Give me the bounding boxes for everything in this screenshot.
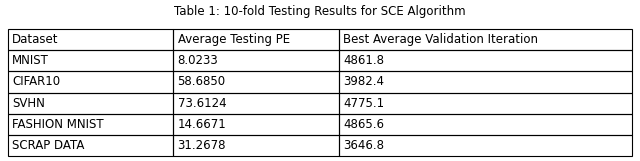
Text: 73.6124: 73.6124 [177,97,226,110]
Text: 58.6850: 58.6850 [177,76,226,89]
Text: 3982.4: 3982.4 [343,76,384,89]
Text: 4865.6: 4865.6 [343,118,384,131]
Text: Average Testing PE: Average Testing PE [177,33,290,46]
Text: SVHN: SVHN [12,97,45,110]
Text: MNIST: MNIST [12,54,49,67]
Text: 8.0233: 8.0233 [177,54,218,67]
Text: 3646.8: 3646.8 [343,139,384,152]
Text: Table 1: 10-fold Testing Results for SCE Algorithm: Table 1: 10-fold Testing Results for SCE… [174,5,466,18]
Text: FASHION MNIST: FASHION MNIST [12,118,104,131]
Text: Best Average Validation Iteration: Best Average Validation Iteration [343,33,538,46]
Text: SCRAP DATA: SCRAP DATA [12,139,84,152]
Text: 31.2678: 31.2678 [177,139,226,152]
Text: CIFAR10: CIFAR10 [12,76,60,89]
Text: 4775.1: 4775.1 [343,97,384,110]
Text: 14.6671: 14.6671 [177,118,227,131]
Text: 4861.8: 4861.8 [343,54,384,67]
Text: Dataset: Dataset [12,33,58,46]
